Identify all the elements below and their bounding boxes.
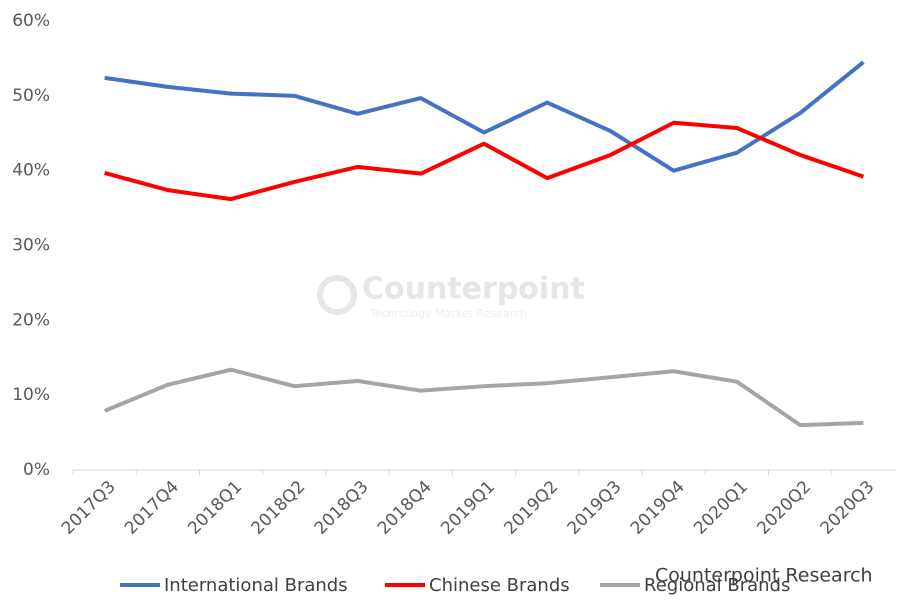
x-tick-label: 2019Q1 <box>437 477 499 539</box>
series-line <box>103 367 864 428</box>
x-tick-label: 2020Q3 <box>817 477 879 539</box>
series-line <box>104 120 865 202</box>
y-tick-label: 30% <box>12 236 50 256</box>
y-tick-label: 50% <box>12 86 50 106</box>
x-tick-label: 2018Q3 <box>311 477 373 539</box>
x-tick-label: 2018Q4 <box>374 477 436 539</box>
x-tick-label: 2019Q2 <box>500 477 562 539</box>
y-tick-label: 0% <box>23 460 50 480</box>
watermark: Counterpoint Technology Market Research <box>317 272 585 320</box>
source: Counterpoint Research <box>655 565 873 587</box>
y-tick-label: 20% <box>12 310 50 330</box>
y-tick-label: 60% <box>12 11 50 31</box>
y-tick-label: 10% <box>12 385 50 405</box>
x-tick-label: 2017Q4 <box>121 477 183 539</box>
x-tick-label: 2018Q1 <box>184 477 246 539</box>
watermark-text: Counterpoint <box>362 272 585 307</box>
legend-text: International Brands <box>164 575 348 596</box>
x-tick-label: 2019Q3 <box>564 477 626 539</box>
x-tick-label: 2019Q4 <box>627 477 689 539</box>
x-tick-label: 2017Q3 <box>58 477 120 539</box>
x-tick-label: 2018Q2 <box>248 477 310 539</box>
y-tick-label: 40% <box>12 161 50 181</box>
watermark-logo <box>317 275 357 315</box>
legend-text: Regional Brands <box>644 575 790 596</box>
watermark-subtitle: Technology Market Research <box>369 307 527 320</box>
x-tick-label: 2020Q1 <box>690 477 752 539</box>
legend-text: Chinese Brands <box>429 575 570 596</box>
x-tick-label: 2020Q2 <box>753 477 815 539</box>
series-line <box>104 60 865 173</box>
